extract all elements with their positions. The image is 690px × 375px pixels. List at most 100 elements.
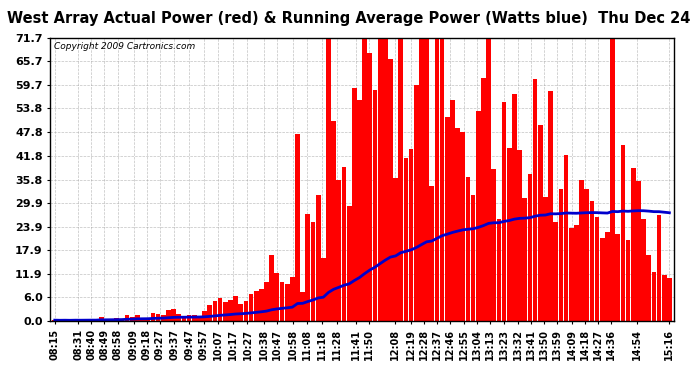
Bar [657, 216, 662, 321]
Bar [161, 315, 166, 321]
Bar [471, 195, 475, 321]
Bar [574, 225, 579, 321]
Bar [238, 303, 243, 321]
Bar [99, 317, 103, 321]
Bar [497, 219, 502, 321]
Bar [584, 189, 589, 321]
Bar [626, 240, 631, 321]
Bar [605, 232, 610, 321]
Bar [435, 38, 440, 321]
Bar [254, 291, 259, 321]
Bar [631, 168, 635, 321]
Bar [512, 94, 517, 321]
Bar [150, 313, 155, 321]
Bar [223, 302, 228, 321]
Bar [600, 238, 604, 321]
Bar [306, 213, 310, 321]
Bar [352, 87, 357, 321]
Bar [228, 300, 233, 321]
Bar [553, 222, 558, 321]
Bar [647, 255, 651, 321]
Bar [213, 301, 217, 321]
Bar [615, 234, 620, 321]
Bar [88, 320, 93, 321]
Bar [522, 198, 527, 321]
Bar [579, 180, 584, 321]
Bar [202, 311, 207, 321]
Bar [135, 315, 140, 321]
Bar [481, 78, 486, 321]
Bar [549, 92, 553, 321]
Bar [259, 289, 264, 321]
Bar [373, 90, 377, 321]
Bar [331, 121, 336, 321]
Bar [466, 177, 471, 321]
Bar [357, 100, 362, 321]
Bar [368, 53, 372, 321]
Bar [337, 180, 341, 321]
Bar [244, 301, 248, 321]
Bar [130, 317, 135, 321]
Bar [507, 148, 511, 321]
Bar [455, 128, 460, 321]
Bar [177, 314, 181, 321]
Bar [543, 197, 548, 321]
Bar [166, 309, 170, 321]
Bar [140, 318, 145, 321]
Bar [109, 319, 114, 321]
Bar [279, 282, 284, 321]
Bar [388, 58, 393, 321]
Bar [63, 320, 68, 321]
Bar [264, 282, 269, 321]
Bar [610, 38, 615, 321]
Bar [94, 320, 99, 321]
Bar [538, 125, 542, 321]
Bar [398, 38, 403, 321]
Bar [564, 155, 569, 321]
Bar [641, 219, 646, 321]
Bar [620, 145, 625, 321]
Bar [83, 320, 88, 321]
Bar [445, 117, 450, 321]
Bar [233, 297, 238, 321]
Bar [295, 134, 300, 321]
Bar [181, 316, 186, 321]
Bar [146, 318, 150, 321]
Bar [326, 38, 331, 321]
Bar [156, 315, 160, 321]
Bar [450, 100, 455, 321]
Bar [57, 320, 62, 321]
Bar [404, 158, 408, 321]
Bar [440, 38, 444, 321]
Bar [559, 189, 563, 321]
Bar [275, 273, 279, 321]
Bar [187, 315, 191, 321]
Bar [78, 320, 83, 321]
Text: West Array Actual Power (red) & Running Average Power (Watts blue)  Thu Dec 24 1: West Array Actual Power (red) & Running … [7, 11, 690, 26]
Bar [197, 315, 201, 321]
Bar [321, 258, 326, 321]
Bar [491, 169, 496, 321]
Bar [362, 38, 367, 321]
Bar [171, 309, 176, 321]
Bar [662, 275, 667, 321]
Text: Copyright 2009 Cartronics.com: Copyright 2009 Cartronics.com [54, 42, 195, 51]
Bar [383, 38, 388, 321]
Bar [419, 38, 424, 321]
Bar [476, 111, 481, 321]
Bar [429, 186, 434, 321]
Bar [269, 255, 274, 321]
Bar [310, 222, 315, 321]
Bar [119, 319, 124, 321]
Bar [300, 292, 305, 321]
Bar [248, 294, 253, 321]
Bar [651, 272, 656, 321]
Bar [502, 102, 506, 321]
Bar [424, 38, 429, 321]
Bar [569, 228, 573, 321]
Bar [316, 195, 321, 321]
Bar [667, 278, 672, 321]
Bar [104, 320, 109, 321]
Bar [347, 206, 351, 321]
Bar [125, 315, 130, 321]
